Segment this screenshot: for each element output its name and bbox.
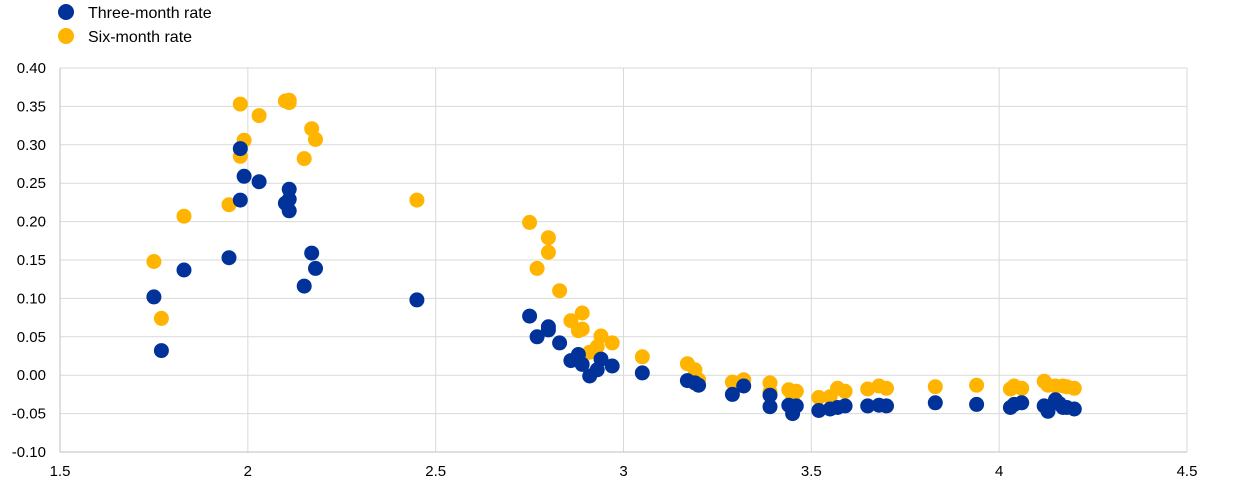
data-point [762,387,778,403]
data-point [927,395,943,411]
data-point [811,390,827,405]
data-point [574,305,590,321]
data-point [574,321,590,337]
legend-label: Three-month rate [88,5,212,22]
data-point [281,92,297,108]
y-tick-label: -0.10 [12,444,46,461]
y-tick-label: 0.15 [17,252,46,269]
data-point [762,399,778,415]
data-point [281,203,297,219]
y-tick-label: 0.25 [17,175,46,192]
data-point [304,245,320,261]
data-point [860,398,876,414]
data-point [552,335,568,351]
data-point [146,289,162,305]
data-point [153,310,169,326]
data-point [860,381,876,397]
x-tick-label: 1.5 [50,463,71,480]
legend-item-three-month: Three-month rate [58,4,212,22]
y-tick-label: 0.10 [17,290,46,307]
data-point [788,383,804,399]
x-tick-label: 3.5 [801,463,822,480]
data-point [879,380,894,396]
data-points [146,92,1082,422]
data-point [634,365,650,381]
x-axis-ticks: 1.5 2 2.5 3 3.5 4 4.5 [50,463,1198,480]
data-point [837,383,853,399]
y-tick-label: 0.30 [17,137,46,154]
data-point [604,335,620,351]
data-point [409,192,425,208]
data-point [296,278,312,294]
y-tick-label: 0.00 [17,367,46,384]
data-point [308,260,323,276]
data-point [927,379,943,395]
x-tick-label: 3 [619,463,627,480]
data-point [837,398,853,414]
y-axis-ticks: 0.40 0.35 0.30 0.25 0.20 0.15 0.10 0.05 0.00 -0.0… [12,60,46,461]
data-point [788,398,804,414]
data-point [593,351,609,367]
data-point [251,174,267,190]
data-point [529,260,545,276]
data-point [540,322,556,338]
x-tick-label: 4.5 [1177,463,1198,480]
x-tick-label: 2.5 [425,463,446,480]
data-point [1014,395,1030,411]
data-point [176,262,192,278]
data-point [552,283,568,299]
data-point [296,151,312,167]
series-six-month [146,92,1082,405]
data-point [232,141,248,157]
legend-item-six-month: Six-month rate [58,28,192,46]
legend-marker [58,4,74,20]
data-point [251,108,267,124]
data-point [529,329,545,345]
data-point [308,131,323,147]
y-tick-label: -0.05 [12,406,46,423]
data-point [1014,380,1030,396]
data-point [691,377,707,393]
data-point [969,377,985,393]
data-point [634,349,650,365]
data-point [522,308,538,324]
data-point [153,343,169,359]
y-tick-label: 0.40 [17,60,46,77]
data-point [146,254,162,269]
data-point [221,250,237,266]
y-tick-label: 0.20 [17,214,46,231]
data-point [232,192,248,208]
y-tick-label: 0.05 [17,329,46,346]
data-point [1040,403,1056,419]
data-point [724,386,740,402]
data-point [232,96,248,112]
data-point [879,398,894,414]
data-point [281,191,297,207]
data-point [736,378,752,394]
data-point [593,328,609,344]
x-tick-label: 2 [244,463,252,480]
axes-layer [59,68,1187,453]
data-point [540,230,556,246]
data-point [221,197,237,213]
data-point [1066,380,1082,396]
data-point [409,292,425,308]
data-point [811,403,827,418]
data-point [969,396,985,412]
data-point [540,244,556,260]
data-point [604,358,620,374]
legend: Three-month rate Six-month rate [58,4,212,46]
y-tick-label: 0.35 [17,98,46,115]
x-tick-label: 4 [995,463,1003,480]
data-point [724,374,740,390]
series-three-month [146,141,1082,422]
legend-marker [58,28,74,44]
data-point [176,208,192,224]
legend-label: Six-month rate [88,29,192,46]
data-point [522,214,538,230]
data-point [236,168,252,184]
data-point [1066,401,1082,417]
data-point [574,356,590,372]
